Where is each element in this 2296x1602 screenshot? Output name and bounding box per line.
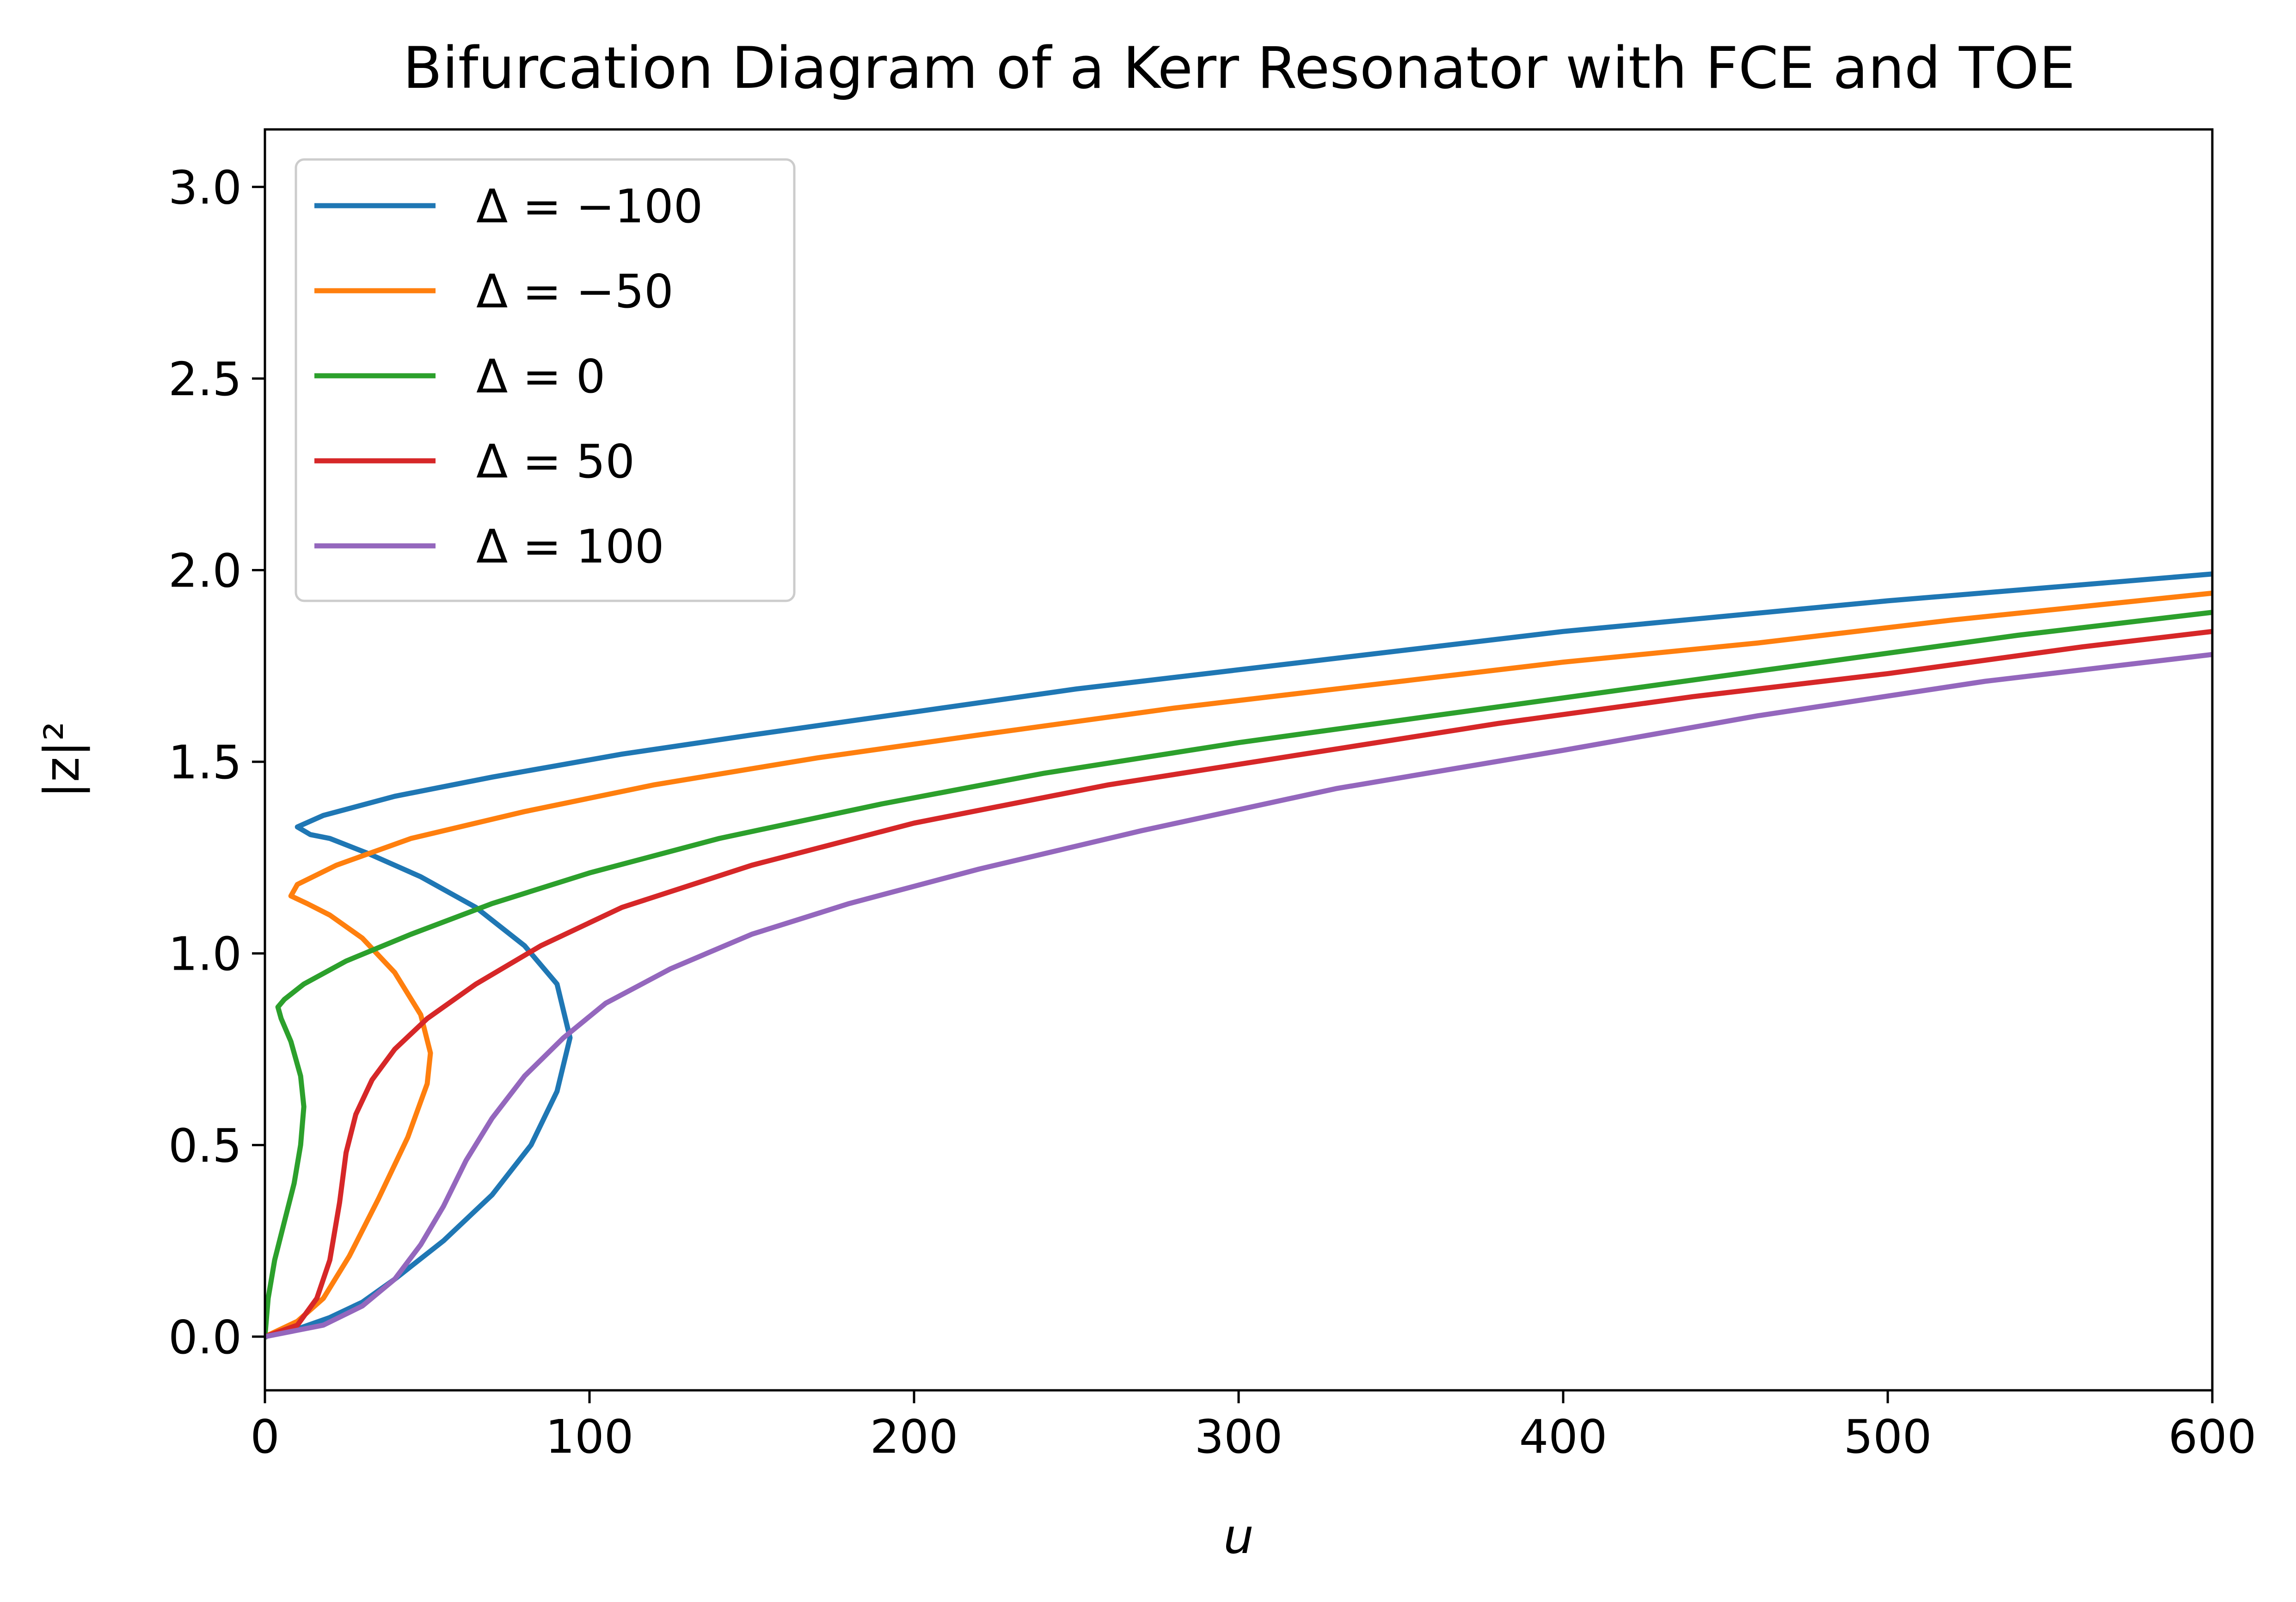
x-axis-label: u xyxy=(1223,1508,1254,1565)
series-line-0 xyxy=(265,571,2212,1339)
y-axis: 0.0 0.5 1.0 1.5 2.0 2.5 3.0 xyxy=(168,160,265,1364)
legend-label-4: Δ = 100 xyxy=(476,520,664,574)
y-axis-label: |z|² xyxy=(34,722,90,798)
y-tick-label: 2.5 xyxy=(168,352,242,406)
x-tick-label: 0 xyxy=(250,1410,280,1464)
y-tick-label: 1.5 xyxy=(168,735,242,789)
legend-label-1: Δ = −50 xyxy=(476,264,674,318)
legend-label-2: Δ = 0 xyxy=(476,349,605,404)
y-tick-label: 0.5 xyxy=(168,1119,242,1173)
x-axis: 0 100 200 300 400 500 600 xyxy=(250,1390,2256,1464)
y-tick-label: 3.0 xyxy=(168,160,242,214)
y-tick-label: 1.0 xyxy=(168,927,242,981)
x-tick-label: 100 xyxy=(546,1410,634,1464)
x-tick-label: 400 xyxy=(1519,1410,1608,1464)
series-line-4 xyxy=(265,652,2212,1339)
legend-label-0: Δ = −100 xyxy=(476,179,703,233)
legend: Δ = −100 Δ = −50 Δ = 0 Δ = 50 Δ = 100 xyxy=(295,158,796,602)
chart-title: Bifurcation Diagram of a Kerr Resonator … xyxy=(403,35,2075,102)
x-tick-label: 300 xyxy=(1195,1410,1283,1464)
series-line-2 xyxy=(265,610,2212,1339)
x-tick-label: 500 xyxy=(1844,1410,1932,1464)
series-layer xyxy=(265,571,2212,1339)
x-tick-label: 600 xyxy=(2168,1410,2257,1464)
series-line-3 xyxy=(265,629,2212,1339)
y-tick-label: 0.0 xyxy=(168,1310,242,1364)
y-tick-label: 2.0 xyxy=(168,544,242,598)
legend-label-3: Δ = 50 xyxy=(476,434,635,489)
series-line-1 xyxy=(265,590,2212,1339)
legend-box xyxy=(295,158,796,602)
x-tick-label: 200 xyxy=(870,1410,958,1464)
